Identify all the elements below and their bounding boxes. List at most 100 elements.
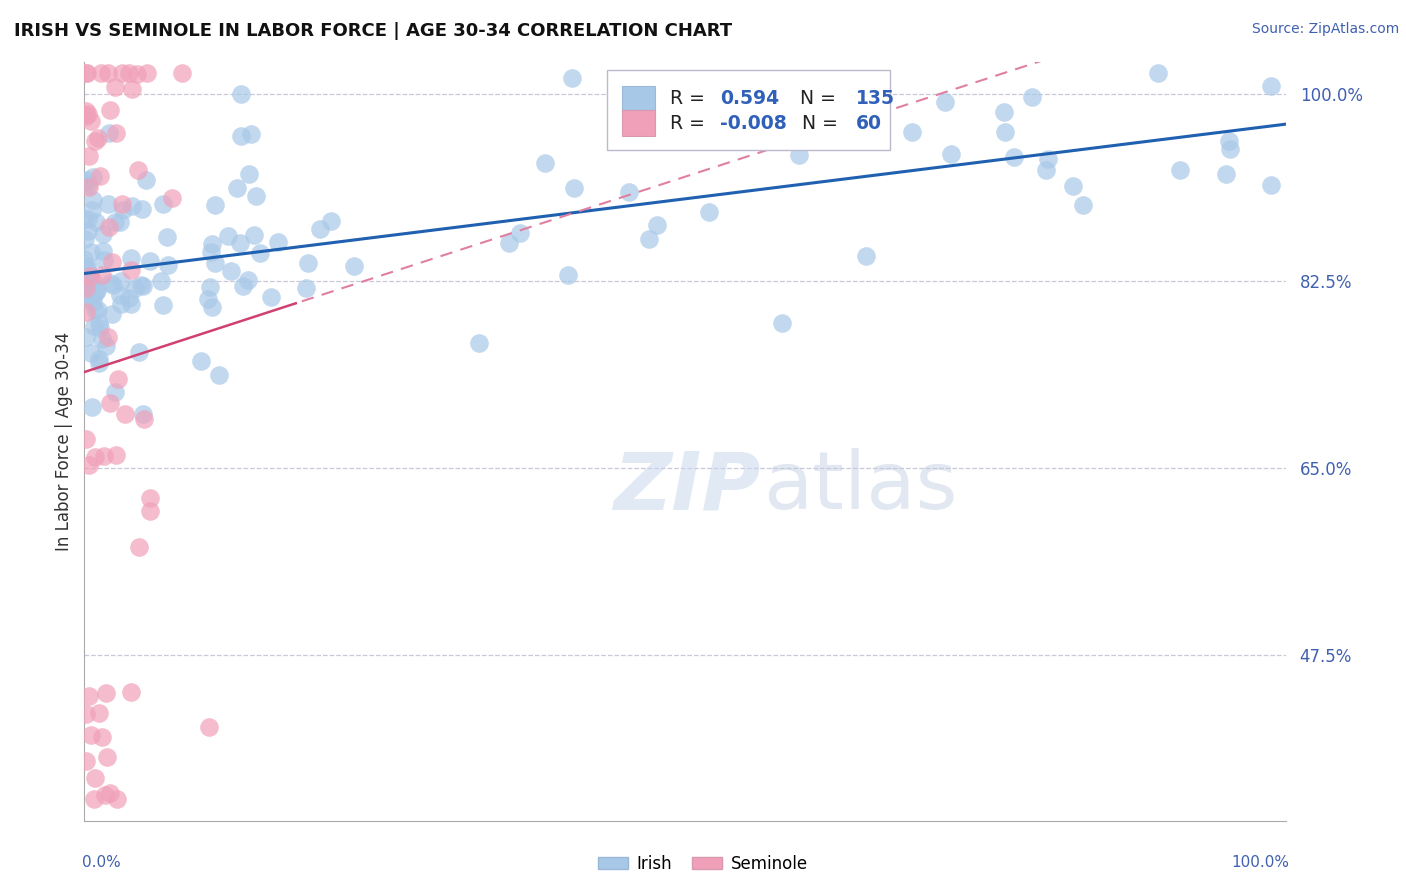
- Point: [73, 176, 96, 190]
- Point: [77, 179, 100, 194]
- Point: [105, 126, 128, 140]
- Point: [84, 215, 107, 229]
- Point: [236, 272, 259, 286]
- Point: [132, 408, 155, 422]
- Point: [75, 293, 97, 307]
- Bar: [621, 86, 655, 112]
- Point: [131, 202, 153, 216]
- Text: R =: R =: [669, 113, 710, 133]
- Point: [79, 268, 101, 283]
- Point: [80, 345, 103, 359]
- Point: [84, 450, 107, 464]
- Point: [82, 295, 104, 310]
- Text: 135: 135: [856, 89, 896, 108]
- Point: [76, 211, 98, 226]
- Point: [98, 126, 121, 140]
- Point: [93, 252, 115, 267]
- Bar: [621, 111, 655, 136]
- Point: [75, 66, 97, 80]
- Point: [118, 291, 141, 305]
- Point: [1260, 78, 1282, 93]
- Point: [73, 287, 96, 301]
- Point: [200, 244, 222, 259]
- Point: [127, 67, 149, 81]
- Point: [149, 274, 172, 288]
- Point: [855, 249, 877, 263]
- Point: [83, 287, 105, 301]
- Point: [770, 316, 793, 330]
- Point: [697, 204, 720, 219]
- Point: [295, 281, 318, 295]
- Point: [127, 162, 149, 177]
- Point: [83, 792, 105, 806]
- Point: [562, 181, 585, 195]
- Point: [128, 344, 150, 359]
- Point: [156, 229, 179, 244]
- Point: [124, 281, 146, 295]
- Point: [994, 125, 1017, 139]
- Point: [76, 706, 98, 721]
- Point: [75, 109, 97, 123]
- Point: [1215, 167, 1237, 181]
- Point: [73, 264, 96, 278]
- Text: R =: R =: [669, 89, 710, 108]
- Point: [86, 283, 108, 297]
- Point: [208, 368, 231, 382]
- Point: [82, 274, 104, 288]
- Point: [1062, 179, 1084, 194]
- Point: [73, 265, 96, 279]
- Point: [83, 319, 105, 334]
- Point: [76, 172, 98, 186]
- Point: [229, 235, 252, 250]
- Point: [75, 329, 97, 343]
- Point: [101, 278, 124, 293]
- Point: [509, 226, 531, 240]
- Point: [98, 103, 121, 118]
- Point: [901, 125, 924, 139]
- Point: [73, 232, 96, 246]
- Point: [120, 252, 142, 266]
- Point: [637, 232, 659, 246]
- Point: [132, 279, 155, 293]
- Text: N =: N =: [801, 113, 844, 133]
- Point: [1038, 152, 1060, 166]
- Point: [934, 95, 956, 110]
- Point: [204, 198, 226, 212]
- Point: [297, 256, 319, 270]
- Point: [267, 235, 290, 249]
- Point: [1071, 198, 1094, 212]
- Point: [321, 213, 343, 227]
- Point: [80, 245, 103, 260]
- Point: [98, 219, 121, 234]
- Point: [73, 211, 96, 226]
- Point: [77, 458, 100, 473]
- Point: [238, 167, 260, 181]
- Point: [1021, 90, 1043, 104]
- Point: [108, 287, 131, 301]
- Point: [231, 87, 253, 102]
- Point: [76, 305, 98, 319]
- Point: [1147, 66, 1170, 80]
- Point: [112, 202, 135, 217]
- Point: [343, 259, 366, 273]
- Point: [468, 335, 491, 350]
- Point: [229, 128, 252, 143]
- Point: [96, 749, 118, 764]
- Point: [308, 222, 330, 236]
- Point: [156, 258, 179, 272]
- Point: [1219, 142, 1241, 156]
- Point: [80, 202, 103, 217]
- Point: [170, 66, 193, 80]
- Point: [993, 105, 1015, 120]
- Point: [139, 504, 162, 518]
- Point: [80, 728, 103, 742]
- Point: [118, 66, 141, 80]
- Point: [217, 228, 239, 243]
- Point: [90, 730, 112, 744]
- Point: [76, 66, 98, 80]
- Point: [839, 126, 862, 140]
- Point: [82, 193, 104, 207]
- Point: [77, 224, 100, 238]
- Point: [101, 307, 124, 321]
- Point: [104, 79, 127, 94]
